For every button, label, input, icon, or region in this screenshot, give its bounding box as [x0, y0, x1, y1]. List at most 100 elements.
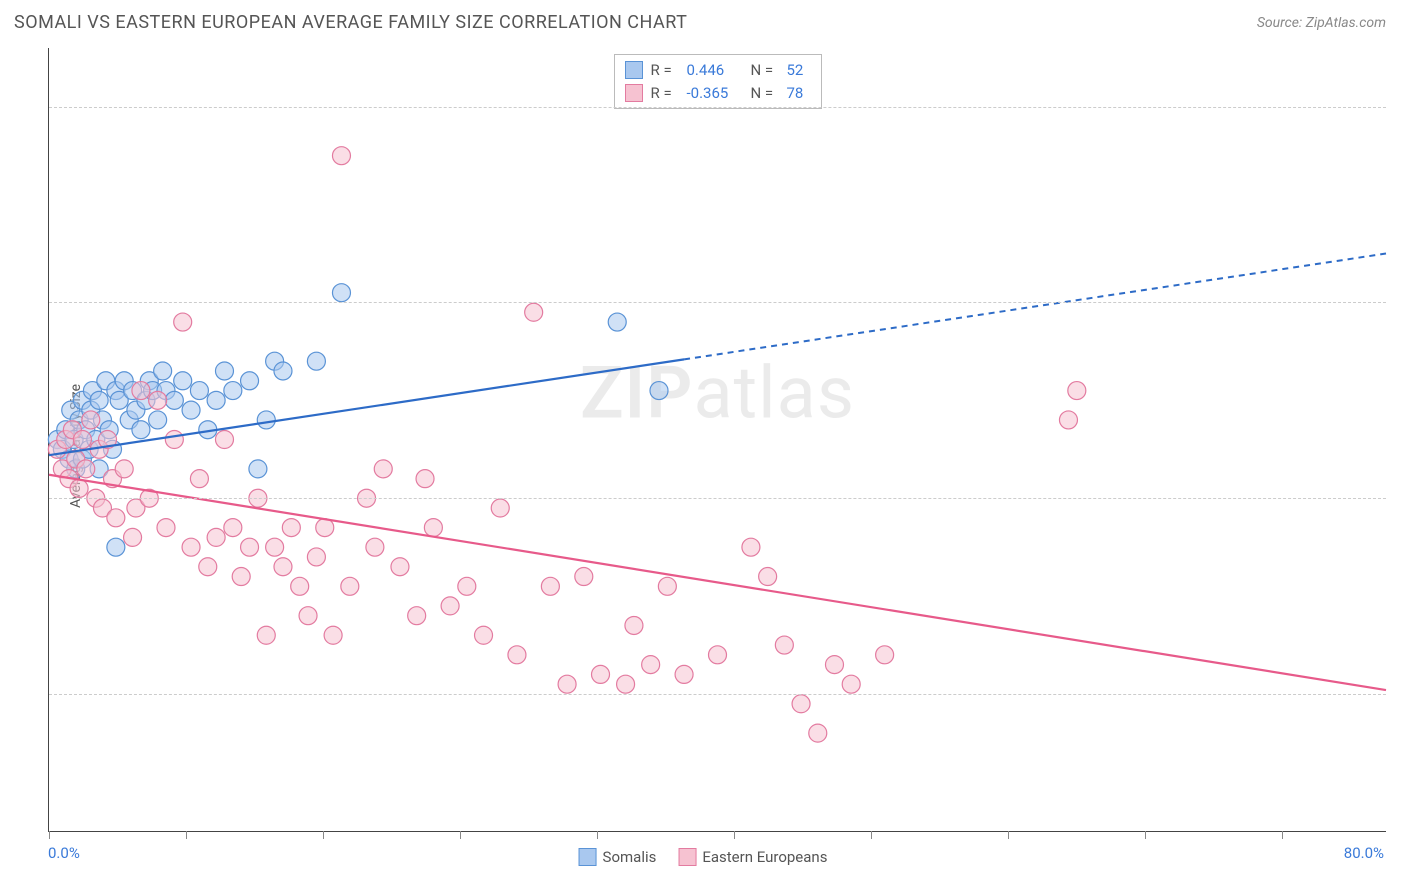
scatter-point: [742, 538, 760, 556]
x-tick: [186, 831, 187, 839]
scatter-point: [241, 538, 259, 556]
scatter-point: [77, 460, 95, 478]
chart-plot-area: ZIPatlas R = 0.446 N = 52 R = -0.365 N =…: [48, 48, 1386, 832]
gridline: [49, 302, 1386, 303]
n-value: 52: [787, 59, 811, 82]
swatch-eastern-europeans: [625, 84, 643, 102]
gridline: [49, 107, 1386, 108]
x-tick: [597, 831, 598, 839]
scatter-point: [475, 626, 493, 644]
scatter-point: [675, 665, 693, 683]
scatter-point: [224, 519, 242, 537]
scatter-point: [625, 616, 643, 634]
scatter-point: [182, 401, 200, 419]
scatter-point: [90, 391, 108, 409]
legend-row-somalis: R = 0.446 N = 52: [625, 59, 811, 82]
y-tick-label: 5.00: [1394, 98, 1406, 116]
scatter-point: [174, 313, 192, 331]
swatch-eastern-europeans-icon: [678, 848, 696, 866]
scatter-point: [642, 656, 660, 674]
x-tick: [1282, 831, 1283, 839]
scatter-point: [525, 303, 543, 321]
scatter-point: [592, 665, 610, 683]
r-value: 0.446: [687, 59, 743, 82]
scatter-point: [215, 431, 233, 449]
scatter-point: [132, 421, 150, 439]
scatter-point: [650, 382, 668, 400]
y-tick-label: 4.00: [1394, 293, 1406, 311]
scatter-point: [107, 538, 125, 556]
scatter-point: [1059, 411, 1077, 429]
correlation-legend: R = 0.446 N = 52 R = -0.365 N = 78: [614, 54, 822, 109]
scatter-point: [617, 675, 635, 693]
scatter-point: [73, 431, 91, 449]
scatter-svg: [49, 48, 1386, 831]
scatter-point: [324, 626, 342, 644]
scatter-point: [374, 460, 392, 478]
scatter-point: [124, 528, 142, 546]
swatch-somalis: [625, 61, 643, 79]
n-label: N =: [751, 59, 779, 82]
n-value: 78: [787, 82, 811, 105]
scatter-point: [876, 646, 894, 664]
scatter-point: [107, 509, 125, 527]
source-attribution: Source: ZipAtlas.com: [1257, 15, 1386, 31]
scatter-point: [157, 519, 175, 537]
scatter-point: [558, 675, 576, 693]
x-tick: [49, 831, 50, 839]
scatter-point: [332, 147, 350, 165]
scatter-point: [307, 352, 325, 370]
scatter-point: [165, 391, 183, 409]
scatter-point: [608, 313, 626, 331]
scatter-point: [491, 499, 509, 517]
legend-label: Eastern Europeans: [702, 848, 827, 866]
scatter-point: [274, 558, 292, 576]
series-legend: Somalis Eastern Europeans: [579, 848, 828, 866]
legend-item-somalis: Somalis: [579, 848, 657, 866]
scatter-point: [424, 519, 442, 537]
scatter-point: [316, 519, 334, 537]
legend-row-eastern-europeans: R = -0.365 N = 78: [625, 82, 811, 105]
scatter-point: [257, 411, 275, 429]
scatter-point: [809, 724, 827, 742]
x-axis-min-label: 0.0%: [48, 844, 80, 862]
scatter-point: [149, 391, 167, 409]
scatter-point: [82, 411, 100, 429]
scatter-point: [775, 636, 793, 654]
scatter-point: [575, 568, 593, 586]
scatter-point: [207, 391, 225, 409]
gridline: [49, 498, 1386, 499]
scatter-point: [249, 460, 267, 478]
scatter-point: [165, 431, 183, 449]
scatter-point: [190, 470, 208, 488]
source-name: ZipAtlas.com: [1306, 15, 1386, 31]
scatter-point: [174, 372, 192, 390]
r-label: R =: [651, 82, 679, 105]
scatter-point: [207, 528, 225, 546]
y-tick-label: 2.00: [1394, 685, 1406, 703]
scatter-point: [274, 362, 292, 380]
r-label: R =: [651, 59, 679, 82]
chart-header: SOMALI VS EASTERN EUROPEAN AVERAGE FAMIL…: [0, 0, 1406, 41]
scatter-point: [541, 577, 559, 595]
scatter-point: [132, 382, 150, 400]
x-tick: [460, 831, 461, 839]
scatter-point: [366, 538, 384, 556]
x-tick: [1145, 831, 1146, 839]
scatter-point: [299, 607, 317, 625]
scatter-point: [759, 568, 777, 586]
x-tick: [323, 831, 324, 839]
scatter-point: [307, 548, 325, 566]
scatter-point: [257, 626, 275, 644]
scatter-point: [825, 656, 843, 674]
scatter-point: [182, 538, 200, 556]
scatter-point: [332, 284, 350, 302]
scatter-point: [1068, 382, 1086, 400]
x-tick: [1008, 831, 1009, 839]
scatter-point: [842, 675, 860, 693]
scatter-point: [508, 646, 526, 664]
legend-item-eastern-europeans: Eastern Europeans: [678, 848, 827, 866]
scatter-point: [215, 362, 233, 380]
scatter-point: [408, 607, 426, 625]
source-prefix: Source:: [1257, 15, 1306, 31]
